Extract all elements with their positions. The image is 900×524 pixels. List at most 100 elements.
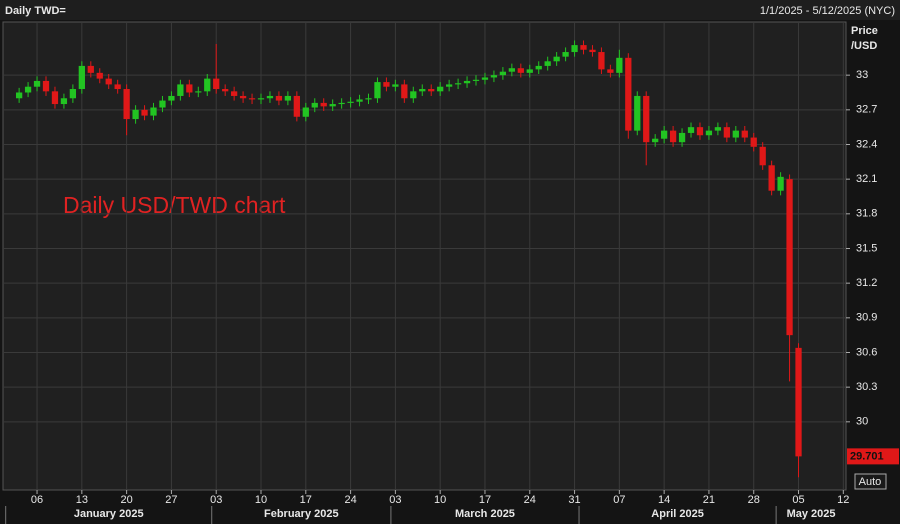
candle-body	[571, 45, 578, 53]
candle-body	[383, 82, 390, 87]
candle-body	[329, 104, 336, 107]
candle-body	[60, 98, 68, 105]
candle-body	[69, 89, 77, 99]
auto-button[interactable]	[854, 473, 887, 490]
candle-body	[150, 107, 157, 116]
x-tick-label: 17	[479, 494, 491, 506]
y-tick-label: 32.7	[856, 104, 877, 116]
candle-body	[580, 45, 587, 50]
month-label: February 2025	[264, 508, 339, 520]
header-title: Daily TWD=	[5, 5, 66, 17]
candle-body	[275, 95, 283, 101]
x-tick-label: 21	[703, 494, 715, 506]
candle-body	[347, 101, 354, 103]
candle-body	[15, 92, 23, 99]
candle-body	[428, 89, 435, 92]
candle-body	[481, 77, 489, 80]
candle-body	[508, 68, 515, 72]
candle-body	[419, 89, 426, 92]
y-tick-label: 32.1	[856, 173, 877, 185]
x-tick-label: 17	[300, 494, 312, 506]
candle-body	[24, 86, 32, 93]
candle-body	[437, 86, 444, 92]
candle-body	[230, 91, 238, 96]
candle-body	[759, 146, 766, 166]
candle-body	[293, 95, 300, 117]
x-tick-label: 07	[613, 494, 625, 506]
y-tick-label: 30.6	[856, 346, 877, 358]
candle-body	[401, 84, 408, 99]
candle-body	[490, 75, 498, 78]
candle-body	[526, 69, 533, 73]
candle-body	[472, 79, 480, 81]
candle-body	[284, 95, 292, 101]
candle-body	[114, 84, 121, 90]
candle-body	[687, 127, 695, 133]
candle-body	[696, 127, 704, 136]
candle-body	[213, 78, 220, 90]
candle-body	[168, 95, 175, 101]
y-tick-label: 31.8	[856, 208, 877, 220]
candle-body	[338, 102, 345, 105]
candle-body	[239, 95, 247, 99]
candle-body	[616, 57, 623, 73]
candle-body	[652, 138, 659, 143]
candle-body	[598, 52, 605, 70]
candle-body	[535, 65, 542, 70]
candle-body	[204, 78, 211, 92]
candle-body	[248, 98, 256, 100]
candle-body	[42, 80, 50, 92]
x-tick-label: 20	[121, 494, 133, 506]
candle-body	[446, 84, 453, 87]
x-tick-label: 31	[568, 494, 580, 506]
candle-body	[177, 84, 184, 96]
candle-body	[123, 89, 130, 120]
y-axis-label: /USD	[851, 40, 877, 52]
x-tick-label: 24	[344, 494, 356, 506]
candle-body	[750, 137, 757, 147]
y-tick-label: 30.3	[856, 381, 877, 393]
candle-body	[141, 109, 148, 116]
last-price-tag	[847, 448, 899, 465]
x-tick-label: 10	[434, 494, 446, 506]
y-tick-label: 31.5	[856, 242, 877, 254]
candle-body	[463, 80, 471, 84]
month-label: March 2025	[455, 508, 515, 520]
candle-body	[311, 102, 318, 108]
candle-body	[186, 84, 193, 93]
month-label: January 2025	[74, 508, 144, 520]
candle-body	[499, 71, 507, 76]
x-tick-label: 05	[792, 494, 804, 506]
candle-body	[714, 127, 722, 131]
candle-body	[356, 99, 363, 102]
candle-body	[257, 98, 265, 100]
candle-body	[786, 179, 793, 336]
candle-body	[159, 100, 166, 108]
auto-button-label[interactable]: Auto	[859, 476, 882, 488]
y-axis-label: Price	[851, 25, 878, 37]
candle-body	[661, 130, 668, 139]
candle-body	[302, 107, 309, 117]
x-tick-label: 27	[165, 494, 177, 506]
candle-body	[105, 78, 112, 85]
candle-body	[517, 68, 524, 73]
y-tick-label: 31.2	[856, 277, 877, 289]
candle-body	[777, 176, 784, 191]
plot-area	[2, 21, 847, 491]
candle-body	[643, 95, 650, 143]
month-label: April 2025	[651, 508, 704, 520]
y-tick-label: 30	[856, 416, 868, 428]
candle-body	[392, 84, 399, 87]
candle-body	[365, 98, 372, 100]
x-tick-label: 28	[748, 494, 760, 506]
candle-body	[607, 69, 614, 73]
candle-body	[87, 65, 94, 73]
candle-body	[768, 165, 775, 191]
x-tick-label: 03	[210, 494, 222, 506]
last-price-label: 29.701	[850, 450, 884, 462]
candle-body	[732, 130, 739, 138]
candle-body	[544, 61, 551, 66]
header-bar	[0, 0, 900, 20]
x-tick-label: 06	[31, 494, 43, 506]
